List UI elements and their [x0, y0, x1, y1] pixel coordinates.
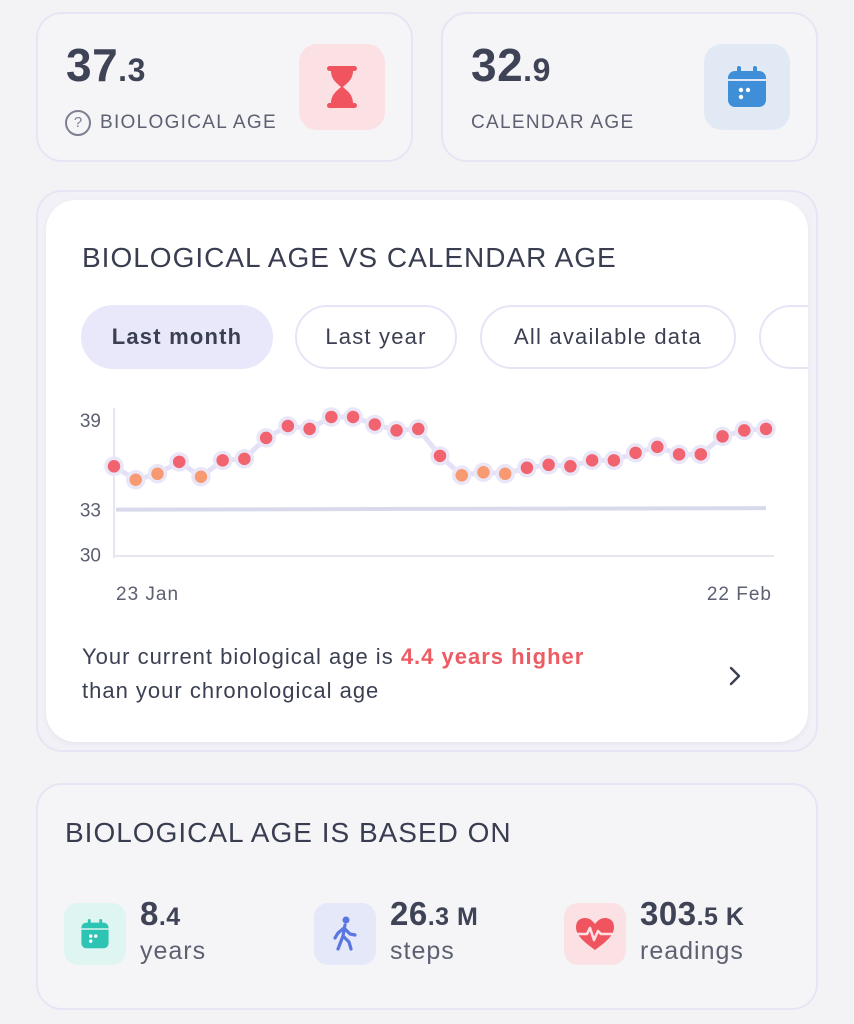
range-tabs: Last month Last year All available data	[81, 305, 808, 373]
tab-last-month[interactable]: Last month	[81, 305, 273, 369]
based-on-title: BIOLOGICAL AGE IS BASED ON	[65, 817, 512, 848]
biological-age-point[interactable]	[625, 443, 646, 463]
x-tick-label-end: 22 Feb	[707, 584, 772, 605]
calendar-age-card[interactable]: 32.9 CALENDAR AGE	[441, 12, 818, 162]
bio-vs-calendar-chart-card: BIOLOGICAL AGE VS CALENDAR AGE Last mont…	[36, 190, 818, 752]
biological-age-point[interactable]	[560, 456, 581, 477]
biological-age-point[interactable]	[517, 458, 537, 478]
biological-age-point[interactable]	[604, 450, 624, 471]
summary-suffix: than your chronological age	[82, 678, 380, 703]
biological-age-point[interactable]	[647, 437, 668, 457]
based-on-card: BIOLOGICAL AGE IS BASED ON 8.4 years 26.…	[36, 783, 818, 1010]
age-summary-text[interactable]: Your current biological age is 4.4 years…	[82, 640, 682, 708]
y-tick-label: 39	[80, 411, 101, 432]
biological-age-point[interactable]	[125, 470, 146, 490]
calendar-age-label: CALENDAR AGE	[471, 112, 635, 133]
stat-readings-unit: readings	[640, 937, 744, 965]
biological-age-point[interactable]	[365, 414, 385, 435]
heart-rate-icon	[564, 903, 626, 965]
biological-age-point[interactable]	[451, 465, 472, 486]
x-tick-label-start: 23 Jan	[116, 584, 179, 605]
calendar-age-value: 32.9	[471, 39, 551, 91]
calendar-age-line	[115, 506, 767, 512]
biological-age-label: BIOLOGICAL AGE	[100, 112, 277, 133]
summary-highlight: 4.4 years higher	[400, 644, 585, 669]
stat-years-value: 8.4	[140, 895, 181, 932]
biological-age-point[interactable]	[169, 452, 189, 472]
chart-panel: BIOLOGICAL AGE VS CALENDAR AGE Last mont…	[46, 200, 808, 742]
biological-age-point[interactable]	[734, 420, 755, 441]
biological-age-point[interactable]	[408, 419, 429, 439]
age-chart: 39 33 30 23 Jan 22 Feb	[80, 407, 776, 605]
biological-age-point[interactable]	[147, 464, 168, 484]
biological-age-point[interactable]	[386, 420, 407, 441]
tab-more[interactable]	[759, 305, 808, 369]
help-icon[interactable]: ?	[65, 110, 91, 136]
biological-age-point[interactable]	[430, 446, 450, 466]
biological-age-point[interactable]	[669, 444, 689, 465]
biological-age-point[interactable]	[538, 455, 559, 475]
stat-years-unit: years	[140, 937, 207, 965]
biological-age-point[interactable]	[495, 464, 515, 484]
y-tick-label: 33	[80, 501, 101, 522]
biological-age-point[interactable]	[473, 462, 494, 483]
biological-age-point[interactable]	[756, 419, 776, 439]
chevron-right-icon[interactable]	[728, 666, 742, 691]
stat-steps-unit: steps	[390, 937, 455, 965]
biological-age-point[interactable]	[299, 419, 320, 439]
hourglass-icon	[299, 44, 385, 130]
stat-readings-value: 303.5 K	[640, 895, 745, 932]
tab-last-year[interactable]: Last year	[295, 305, 457, 369]
biological-age-point[interactable]	[234, 449, 255, 469]
biological-age-point[interactable]	[321, 407, 342, 427]
calendar-icon	[704, 44, 790, 130]
biological-age-point[interactable]	[582, 450, 602, 471]
summary-prefix: Your current biological age is	[82, 644, 401, 669]
tab-all-available-data[interactable]: All available data	[480, 305, 736, 369]
biological-age-point[interactable]	[278, 416, 298, 436]
y-tick-label: 30	[80, 546, 101, 567]
biological-age-point[interactable]	[256, 428, 276, 448]
biological-age-point[interactable]	[191, 467, 211, 487]
walking-icon	[314, 903, 376, 965]
biological-age-point[interactable]	[691, 444, 711, 465]
biological-age-point[interactable]	[343, 407, 363, 427]
calendar-icon	[64, 903, 126, 965]
biological-age-point[interactable]	[104, 456, 124, 477]
biological-age-card[interactable]: 37.3 ? BIOLOGICAL AGE	[36, 12, 413, 162]
biological-age-point[interactable]	[212, 450, 233, 471]
stat-steps-value: 26.3 M	[390, 895, 479, 932]
chart-title: BIOLOGICAL AGE VS CALENDAR AGE	[82, 242, 617, 273]
biological-age-point[interactable]	[712, 426, 733, 447]
biological-age-value: 37.3	[66, 39, 146, 91]
